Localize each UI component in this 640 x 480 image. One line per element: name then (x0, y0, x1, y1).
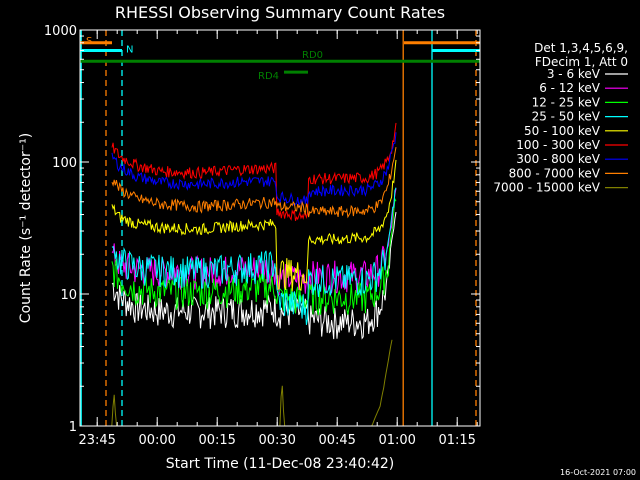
x-tick-label: 00:00 (138, 433, 175, 448)
annotation-label: S (86, 36, 92, 47)
legend-entry-label: 50 - 100 keV (524, 124, 601, 138)
y-tick-label: 10 (60, 288, 77, 303)
legend-entry-label: 12 - 25 keV (532, 95, 601, 109)
x-tick-label: 00:30 (258, 433, 295, 448)
x-tick-label: 00:15 (198, 433, 235, 448)
legend-entry-label: 7000 - 15000 keV (493, 181, 600, 195)
x-axis-label: Start Time (11-Dec-08 23:40:42) (166, 456, 394, 472)
annotation-bars: S N RD0 RD4 (80, 36, 480, 82)
legend-entry-label: 3 - 6 keV (547, 67, 601, 81)
series-line (111, 159, 397, 292)
legend-entry-label: 300 - 800 keV (516, 152, 600, 166)
legend-entry-label: 100 - 300 keV (516, 138, 600, 152)
y-axis-label: Count Rate (s⁻¹ detector⁻¹) (18, 133, 34, 323)
x-axis: 23:45 00:00 00:15 00:30 00:45 01:00 01:15 (78, 30, 478, 448)
x-tick-label: 00:45 (318, 433, 355, 448)
annotation-label: RD0 (302, 50, 323, 61)
legend-header: FDecim 1, Att 0 (535, 55, 628, 69)
legend: Det 1,3,4,5,6,9,FDecim 1, Att 03 - 6 keV… (493, 41, 628, 195)
y-axis: 1 10 100 1000 (44, 24, 480, 435)
annotation-label: N (126, 44, 133, 55)
legend-header: Det 1,3,4,5,6,9, (534, 41, 628, 55)
vertical-markers (80, 30, 477, 426)
x-tick-label: 23:45 (78, 433, 115, 448)
series-line (111, 212, 397, 340)
annotation-label: RD4 (258, 71, 279, 82)
footer-timestamp: 16-Oct-2021 07:00 (560, 468, 636, 477)
series-line (111, 187, 397, 325)
legend-entry-label: 25 - 50 keV (532, 110, 601, 124)
y-tick-label: 100 (52, 156, 77, 171)
x-tick-label: 01:00 (378, 433, 415, 448)
series-line (111, 122, 397, 221)
x-tick-label: 01:15 (438, 433, 475, 448)
chart-title: RHESSI Observing Summary Count Rates (115, 3, 445, 22)
series-line (111, 132, 397, 207)
series-line (111, 147, 397, 219)
legend-entry-label: 800 - 7000 keV (509, 166, 601, 180)
y-tick-label: 1000 (44, 24, 77, 39)
legend-entry-label: 6 - 12 keV (539, 81, 601, 95)
plot-frame (79, 29, 481, 427)
y-tick-label: 1 (69, 420, 77, 435)
